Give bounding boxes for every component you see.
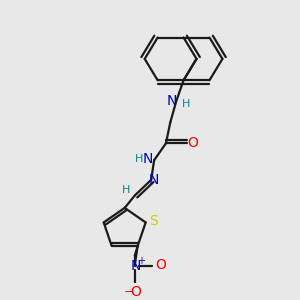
Text: O: O — [131, 285, 142, 299]
Text: O: O — [188, 136, 198, 150]
Text: H: H — [122, 185, 130, 195]
Text: O: O — [155, 258, 166, 272]
Text: −: − — [124, 287, 134, 297]
Text: N: N — [167, 94, 177, 108]
Text: H: H — [135, 154, 144, 164]
Text: N: N — [149, 173, 159, 187]
Text: H: H — [182, 99, 191, 109]
Text: N: N — [131, 259, 141, 273]
Text: N: N — [142, 152, 153, 166]
Text: S: S — [149, 214, 158, 228]
Text: +: + — [137, 256, 145, 266]
